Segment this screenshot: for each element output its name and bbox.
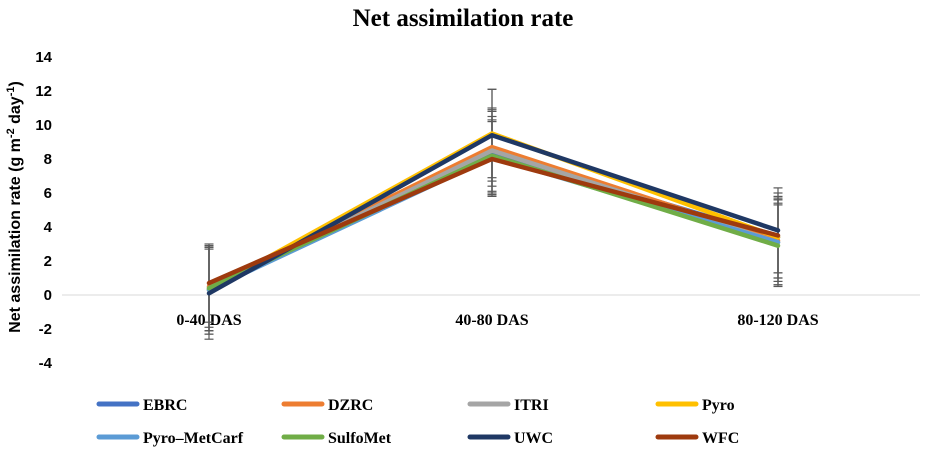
legend: EBRC DZRC ITRI Pyro Pyro–MetCarf SulfoMet UWC W…: [96, 397, 739, 447]
y-tick-label: 2: [44, 253, 52, 270]
x-category-label: 40-80 DAS: [455, 312, 528, 329]
y-tick-label: 8: [44, 151, 52, 168]
legend-item: SulfoMet: [281, 430, 392, 447]
y-tick-label: 0: [44, 287, 52, 304]
y-tick-label: 10: [35, 117, 52, 134]
y-label-suffix: ): [7, 81, 24, 86]
legend-item: EBRC: [96, 397, 187, 414]
y-tick-label: 6: [44, 185, 52, 202]
legend-label: UWC: [514, 430, 553, 447]
y-tick-label: -4: [39, 355, 53, 372]
legend-label: ITRI: [514, 397, 549, 414]
legend-label: DZRC: [328, 397, 373, 414]
legend-label: Pyro–MetCarf: [143, 430, 244, 447]
legend-item: Pyro–MetCarf: [96, 430, 244, 447]
legend-label: EBRC: [143, 397, 187, 414]
y-label-mid: day: [7, 96, 24, 128]
legend-item: UWC: [467, 430, 553, 447]
y-tick-label: -2: [39, 321, 52, 338]
y-axis-ticks: -4 -2 0 2 4 6 8 10 12 14: [35, 49, 52, 372]
legend-item: Pyro: [655, 397, 735, 414]
x-category-label: 80-120 DAS: [737, 312, 818, 329]
y-tick-label: 14: [35, 49, 52, 66]
legend-label: Pyro: [702, 397, 735, 414]
chart-title: Net assimilation rate: [353, 5, 574, 32]
legend-item: DZRC: [281, 397, 373, 414]
x-axis-category-labels: 0-40 DAS 40-80 DAS 80-120 DAS: [176, 312, 818, 329]
series-line-sulfomet: [206, 153, 781, 291]
series-lines: [206, 131, 781, 296]
legend-item: WFC: [655, 430, 739, 447]
y-label-sup-2: -1: [5, 87, 17, 97]
y-axis-label: Net assimilation rate (g m-2 day-1): [5, 81, 24, 333]
legend-label: WFC: [702, 430, 739, 447]
legend-item: ITRI: [467, 397, 549, 414]
y-label-sup-1: -2: [5, 128, 17, 138]
y-tick-label: 12: [35, 83, 52, 100]
legend-label: SulfoMet: [328, 430, 392, 447]
y-tick-label: 4: [44, 219, 53, 236]
y-label-prefix: Net assimilation rate (g m: [7, 138, 24, 333]
series-line-wfc: [206, 156, 781, 286]
